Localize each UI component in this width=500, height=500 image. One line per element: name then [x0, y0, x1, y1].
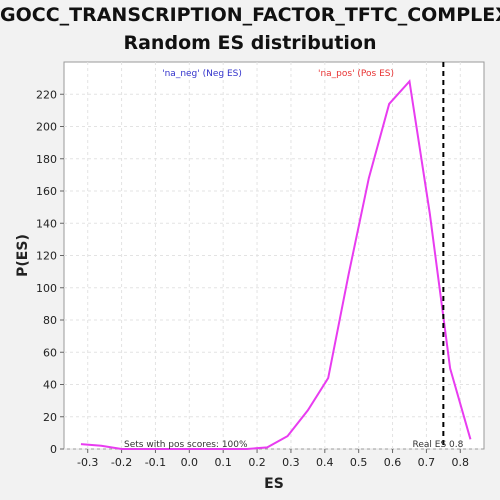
x-tick-label: -0.2	[111, 456, 132, 469]
y-tick-label: 20	[43, 411, 57, 424]
y-tick-label: 0	[50, 443, 57, 456]
legend-neg-es: 'na_neg' (Neg ES)	[162, 69, 242, 79]
chart-title-line2: Random ES distribution	[123, 32, 377, 54]
x-tick-label: 0.5	[350, 456, 368, 469]
x-tick-label: -0.1	[145, 456, 166, 469]
x-tick-label: 0.8	[452, 456, 470, 469]
y-tick-label: 200	[36, 121, 57, 134]
chart-title-line1: GOCC_TRANSCRIPTION_FACTOR_TFTC_COMPLEX:	[0, 4, 500, 26]
sets-annotation: Sets with pos scores: 100%	[124, 440, 248, 450]
x-tick-label: 0.2	[248, 456, 266, 469]
x-tick-label: 0.4	[316, 456, 334, 469]
legend-pos-es: 'na_pos' (Pos ES)	[318, 69, 394, 79]
x-tick-label: 0.0	[181, 456, 199, 469]
y-tick-label: 40	[43, 379, 57, 392]
y-axis-label: P(ES)	[15, 234, 31, 277]
y-tick-label: 180	[36, 153, 57, 166]
x-axis-ticks: -0.3 -0.2 -0.1 0.0 0.1 0.2 0.3 0.4 0.5 0.6 0.7 0.8	[77, 449, 469, 469]
y-tick-label: 120	[36, 250, 57, 263]
y-tick-label: 60	[43, 346, 57, 359]
x-tick-label: 0.7	[418, 456, 436, 469]
x-tick-label: 0.6	[384, 456, 402, 469]
y-tick-label: 100	[36, 282, 57, 295]
y-tick-label: 220	[36, 88, 57, 101]
y-tick-label: 140	[36, 217, 57, 230]
y-tick-label: 80	[43, 314, 57, 327]
real-es-label: Real ES 0.8	[413, 440, 464, 450]
y-tick-label: 160	[36, 185, 57, 198]
grid-lines	[64, 62, 484, 450]
y-axis-ticks: 0 20 40 60 80 100 120 140 160 180 200 220	[36, 88, 64, 456]
x-tick-label: 0.1	[214, 456, 232, 469]
x-tick-label: -0.3	[77, 456, 98, 469]
x-tick-label: 0.3	[282, 456, 300, 469]
series-line-pos-es	[80, 79, 472, 450]
x-axis-label: ES	[264, 476, 284, 492]
